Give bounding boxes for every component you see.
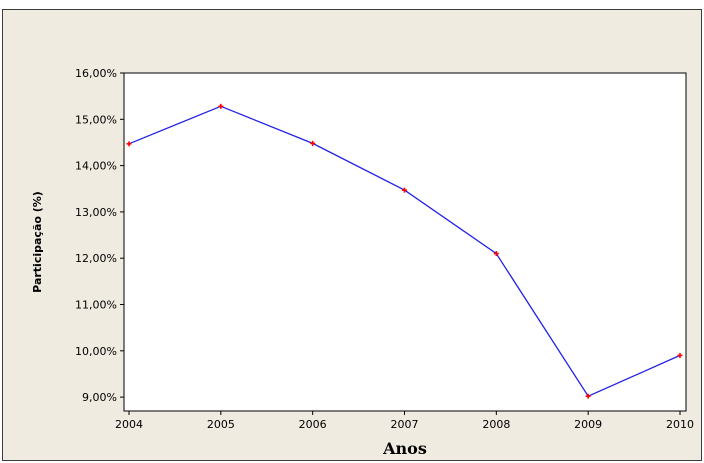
data-point: [310, 140, 316, 146]
x-tick-label: 2009: [574, 418, 602, 431]
y-tick-label: 16,00%: [75, 67, 117, 80]
x-tick-label: 2010: [666, 418, 694, 431]
y-tick-label: 12,00%: [75, 252, 117, 265]
plot-area: [123, 72, 687, 412]
x-axis-title: Anos: [382, 439, 427, 458]
data-point: [218, 103, 224, 109]
line-chart: 9,00% 10,00% 11,00% 12,00% 13,00% 14,00% 15,00…: [31, 67, 694, 458]
data-point: [402, 187, 407, 193]
x-tick-label: 2004: [115, 418, 143, 431]
x-tick-label: 2008: [482, 418, 510, 431]
y-tick-label: 14,00%: [75, 160, 117, 173]
x-tick-label: 2006: [299, 418, 327, 431]
y-tick-label: 11,00%: [75, 299, 117, 312]
chart-frame: 9,00% 10,00% 11,00% 12,00% 13,00% 14,00% 15,00…: [2, 9, 702, 461]
x-tick-label: 2005: [207, 418, 235, 431]
y-axis: 9,00% 10,00% 11,00% 12,00% 13,00% 14,00% 15,00…: [75, 67, 124, 404]
data-point: [493, 251, 499, 257]
y-tick-label: 13,00%: [75, 206, 117, 219]
y-tick-label: 15,00%: [75, 113, 117, 126]
x-axis: 2004 2005 2006 2007 2008 2009 2010: [115, 411, 694, 431]
y-tick-label: 9,00%: [82, 391, 117, 404]
y-axis-title: Participação (%): [31, 191, 44, 293]
data-point: [677, 352, 683, 358]
data-points: [126, 103, 683, 399]
y-tick-label: 10,00%: [75, 345, 117, 358]
data-point: [585, 393, 591, 399]
x-tick-label: 2007: [391, 418, 419, 431]
data-point: [126, 141, 132, 147]
